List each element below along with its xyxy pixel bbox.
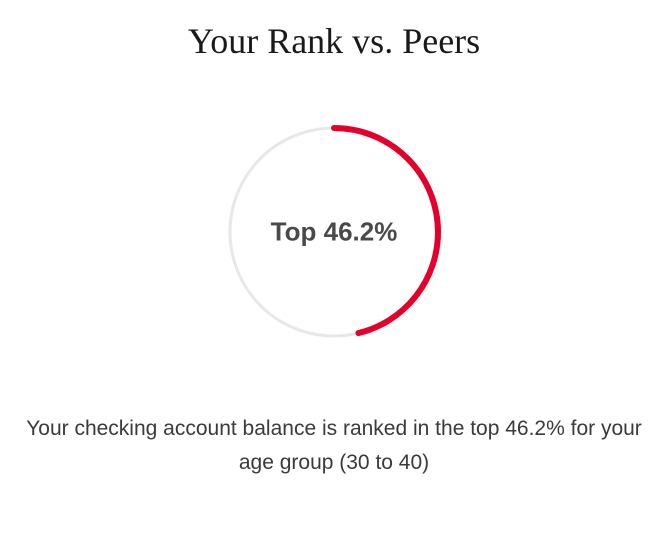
page-title: Your Rank vs. Peers — [188, 20, 480, 62]
rank-caption: Your checking account balance is ranked … — [24, 412, 644, 479]
gauge-center-label: Top 46.2% — [271, 217, 398, 248]
rank-gauge: Top 46.2% — [224, 122, 444, 342]
